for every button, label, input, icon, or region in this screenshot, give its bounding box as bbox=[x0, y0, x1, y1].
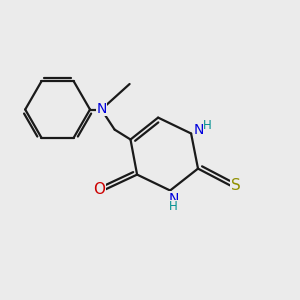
Text: O: O bbox=[93, 182, 105, 196]
Text: N: N bbox=[96, 102, 106, 116]
Text: S: S bbox=[231, 178, 241, 193]
Text: N: N bbox=[194, 124, 204, 137]
Text: H: H bbox=[203, 119, 212, 133]
Text: N: N bbox=[169, 192, 179, 206]
Text: H: H bbox=[169, 200, 178, 214]
